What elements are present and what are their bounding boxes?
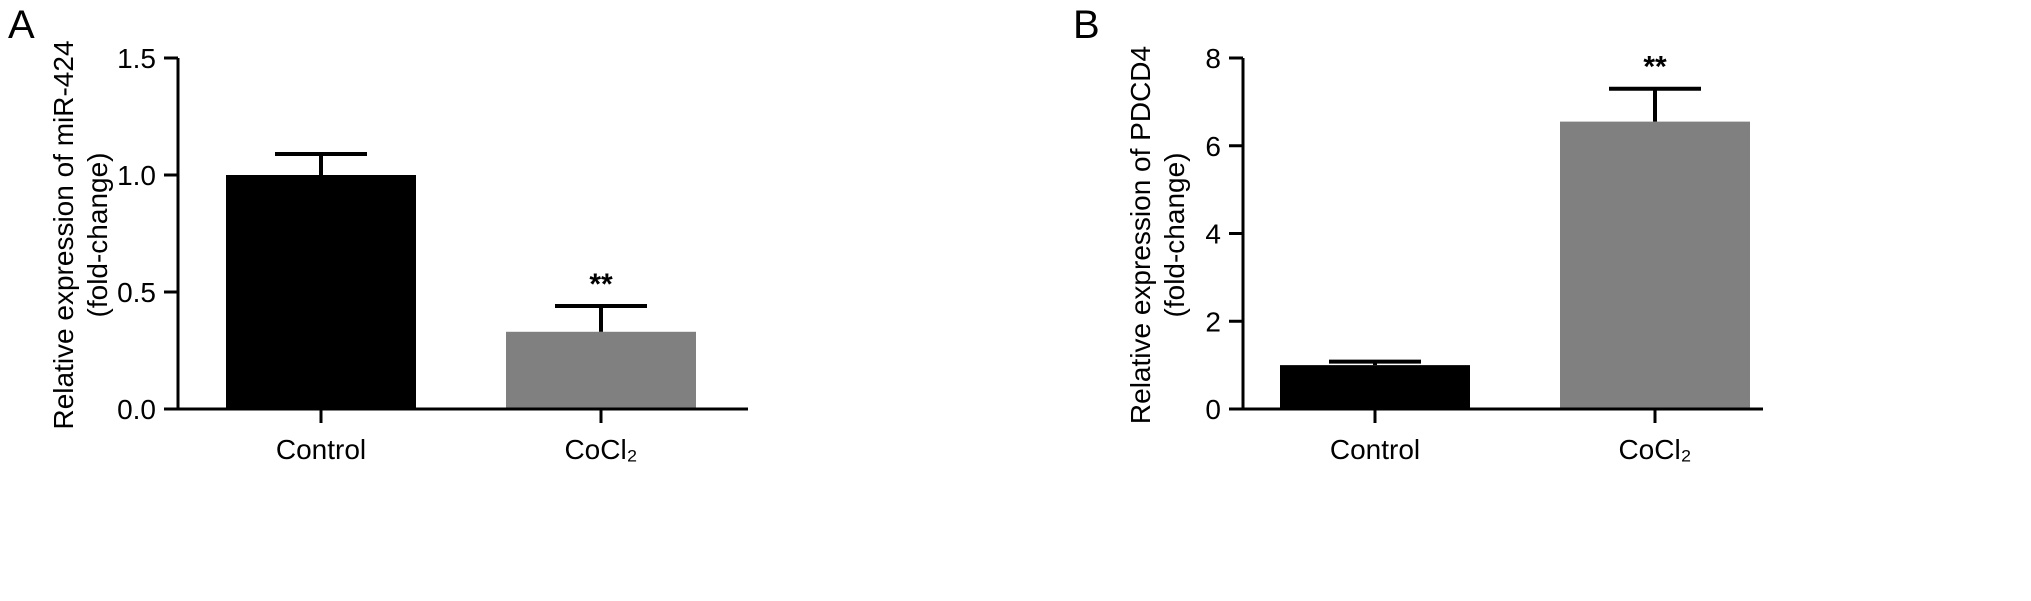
y-axis-label-b-line2: (fold-change): [1159, 153, 1190, 318]
c1-y-tick-label-4: 8: [1205, 43, 1221, 74]
chart-panel-a: A Relative expression of miR-424 (fold-c…: [0, 0, 1015, 601]
y-axis-title-b: Relative expression of PDCD4 (fold-chang…: [1125, 46, 1190, 424]
chart-panel-b: B Relative expression of PDCD4 (fold-cha…: [1065, 0, 2031, 601]
chart-b-svg: B Relative expression of PDCD4 (fold-cha…: [1073, 3, 1763, 465]
plot-area-a: ** 0.0 0.5 1.0 1.5 Control CoCl₂: [117, 43, 748, 465]
panel-label-a: A: [8, 3, 35, 47]
c1-y-tick-label-1: 2: [1205, 306, 1221, 337]
c0-y-tick-label-0: 0.0: [117, 394, 156, 425]
c1-y-tick-label-3: 6: [1205, 131, 1221, 162]
c0-y-tick-label-2: 1.0: [117, 160, 156, 191]
c0-significance-1: **: [589, 268, 613, 301]
c0-bar-1: [506, 331, 696, 409]
chart-a-svg: A Relative expression of miR-424 (fold-c…: [8, 3, 748, 465]
plot-area-b: ** 0 2 4 6 8 Control CoCl₂: [1205, 43, 1763, 465]
y-axis-label-b: Relative expression of PDCD4: [1125, 46, 1156, 424]
c1-y-tick-label-0: 0: [1205, 394, 1221, 425]
c0-x-category-label-0: Control: [276, 434, 366, 465]
c1-x-category-label-1: CoCl₂: [1618, 434, 1691, 465]
c0-x-category-label-1: CoCl₂: [564, 434, 637, 465]
c1-bar-1: [1560, 121, 1750, 410]
c0-y-tick-label-1: 0.5: [117, 277, 156, 308]
y-axis-title-a: Relative expression of miR-424 (fold-cha…: [48, 40, 113, 429]
c1-y-tick-label-2: 4: [1205, 219, 1221, 250]
c0-y-tick-label-3: 1.5: [117, 43, 156, 74]
c1-bar-0: [1280, 365, 1470, 409]
y-axis-label-a: Relative expression of miR-424: [48, 40, 79, 429]
panel-label-b: B: [1073, 3, 1100, 47]
c1-significance-1: **: [1643, 51, 1667, 84]
c1-x-category-label-0: Control: [1330, 434, 1420, 465]
c0-bar-0: [226, 175, 416, 409]
y-axis-label-a-line2: (fold-change): [82, 153, 113, 318]
